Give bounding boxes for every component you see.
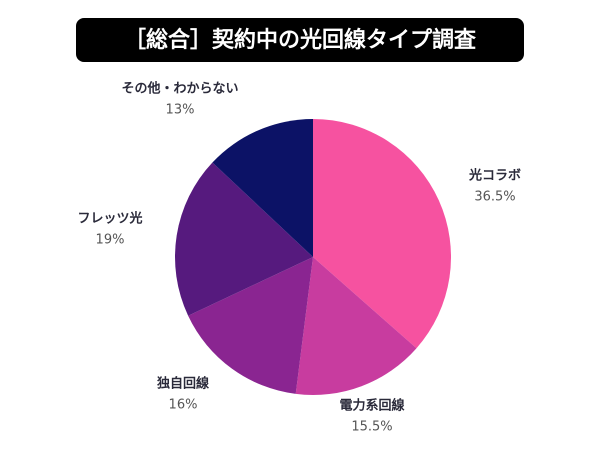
- slice-label: 電力系回線: [339, 398, 405, 414]
- slice-value: 36.5%: [474, 190, 515, 205]
- pie-slice: [212, 119, 313, 257]
- slice-label: 光コラボ: [468, 168, 521, 184]
- slice-value: 16%: [169, 398, 198, 413]
- pie-slice: [295, 257, 417, 395]
- slice-value: 19%: [96, 233, 125, 248]
- pie-slice: [313, 119, 452, 349]
- pie-slice: [188, 257, 313, 394]
- chart-title: ［総合］契約中の光回線タイプ調査: [124, 27, 477, 53]
- slice-value: 15.5%: [351, 420, 392, 435]
- slice-label: 独自回線: [157, 376, 210, 392]
- slice-value: 13%: [166, 103, 195, 118]
- pie-slice: [175, 162, 313, 316]
- slice-label: フレッツ光: [77, 211, 142, 227]
- title-box: [76, 18, 524, 62]
- slice-label: その他・わからない: [121, 81, 238, 97]
